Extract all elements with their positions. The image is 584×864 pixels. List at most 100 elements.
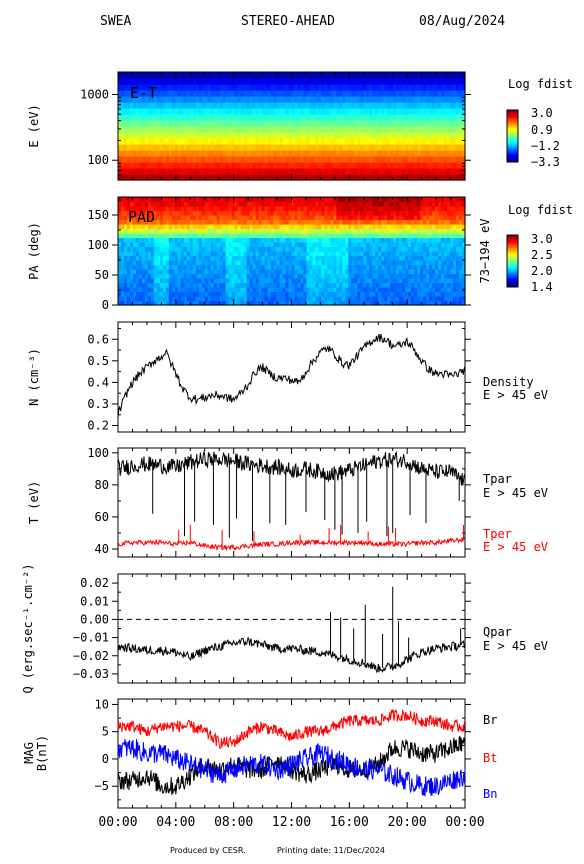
et-cell — [156, 120, 161, 127]
pad-cell — [405, 237, 409, 243]
pad-cell — [327, 296, 331, 302]
pad-cell — [432, 206, 436, 212]
et-cell — [138, 150, 143, 157]
et-cell — [126, 144, 131, 151]
et-cell — [360, 162, 364, 169]
et-cell — [420, 90, 424, 97]
pad-cell — [240, 210, 245, 216]
et-cell — [198, 144, 203, 151]
pad-cell — [279, 206, 284, 212]
et-cell — [396, 162, 400, 169]
et-cell — [405, 150, 409, 157]
pad-cell — [183, 273, 188, 279]
et-cell — [453, 114, 457, 121]
et-cell — [339, 90, 343, 97]
et-cell — [453, 102, 457, 109]
et-cell — [177, 96, 182, 103]
et-cell — [207, 132, 212, 139]
pad-cell — [348, 201, 352, 207]
pad-cell — [123, 228, 128, 234]
et-cell — [405, 78, 409, 85]
et-cell — [180, 78, 185, 85]
et-cell — [240, 144, 245, 151]
pad-cell — [261, 246, 266, 252]
et-cell — [276, 102, 281, 109]
et-cell — [420, 168, 424, 175]
pad-cell — [198, 273, 203, 279]
pad-cell — [201, 201, 206, 207]
et-cell — [138, 72, 143, 79]
pad-cell — [462, 228, 466, 234]
et-cell — [408, 78, 412, 85]
pad-cell — [267, 260, 272, 266]
et-cell — [252, 72, 257, 79]
pad-cell — [303, 251, 308, 257]
pad-cell — [252, 282, 257, 288]
pad-cell — [363, 291, 367, 297]
et-cell — [444, 114, 448, 121]
pad-cell — [396, 201, 400, 207]
pad-cell — [288, 282, 293, 288]
pad-cell — [366, 291, 370, 297]
et-cell — [135, 78, 140, 85]
pad-cell — [225, 264, 230, 270]
pad-cell — [204, 278, 209, 284]
pad-cell — [147, 242, 152, 248]
et-cell — [426, 114, 430, 121]
et-cell — [174, 114, 179, 121]
et-cell — [336, 126, 340, 133]
pad-cell — [246, 260, 251, 266]
et-cell — [237, 162, 242, 169]
et-cell — [294, 162, 299, 169]
et-cell — [270, 102, 275, 109]
et-cell — [207, 120, 212, 127]
et-cell — [357, 84, 361, 91]
pad-cell — [120, 278, 125, 284]
et-cell — [378, 96, 382, 103]
et-cell — [225, 138, 230, 145]
pad-cell — [453, 251, 457, 257]
pad-cell — [348, 300, 352, 306]
pad-cell — [429, 296, 433, 302]
pad-cell — [312, 224, 317, 230]
et-cell — [438, 114, 442, 121]
pad-cell — [135, 260, 140, 266]
et-cell — [201, 72, 206, 79]
pad-cell — [141, 287, 146, 293]
et-cell — [393, 90, 397, 97]
pad-cell — [291, 291, 296, 297]
et-cell — [267, 96, 272, 103]
et-cell — [234, 174, 239, 181]
pad-cell — [318, 282, 323, 288]
et-cell — [339, 168, 343, 175]
pad-cell — [195, 269, 200, 275]
et-cell — [120, 162, 125, 169]
et-cell — [216, 108, 221, 115]
pad-cell — [126, 201, 131, 207]
pad-cell — [411, 251, 415, 257]
pad-cell — [219, 264, 224, 270]
et-cell — [330, 120, 334, 127]
pad-cell — [213, 233, 218, 239]
et-cell — [336, 102, 340, 109]
et-cell — [159, 108, 164, 115]
et-cell — [255, 114, 260, 121]
et-cell — [318, 108, 323, 115]
pad-cell — [156, 300, 161, 306]
et-cell — [213, 156, 218, 163]
pad-cell — [387, 287, 391, 293]
et-cell — [159, 144, 164, 151]
et-cell — [192, 90, 197, 97]
pad-cell — [333, 255, 337, 261]
et-cell — [255, 120, 260, 127]
pad-cell — [210, 287, 215, 293]
pad-cell — [420, 210, 424, 216]
pad-cell — [453, 197, 457, 203]
et-cell — [354, 138, 358, 145]
et-cell — [432, 120, 436, 127]
pad-cell — [381, 287, 385, 293]
pad-cell — [369, 264, 373, 270]
et-cell — [459, 132, 463, 139]
pad-cell — [180, 197, 185, 203]
et-cell — [387, 78, 391, 85]
